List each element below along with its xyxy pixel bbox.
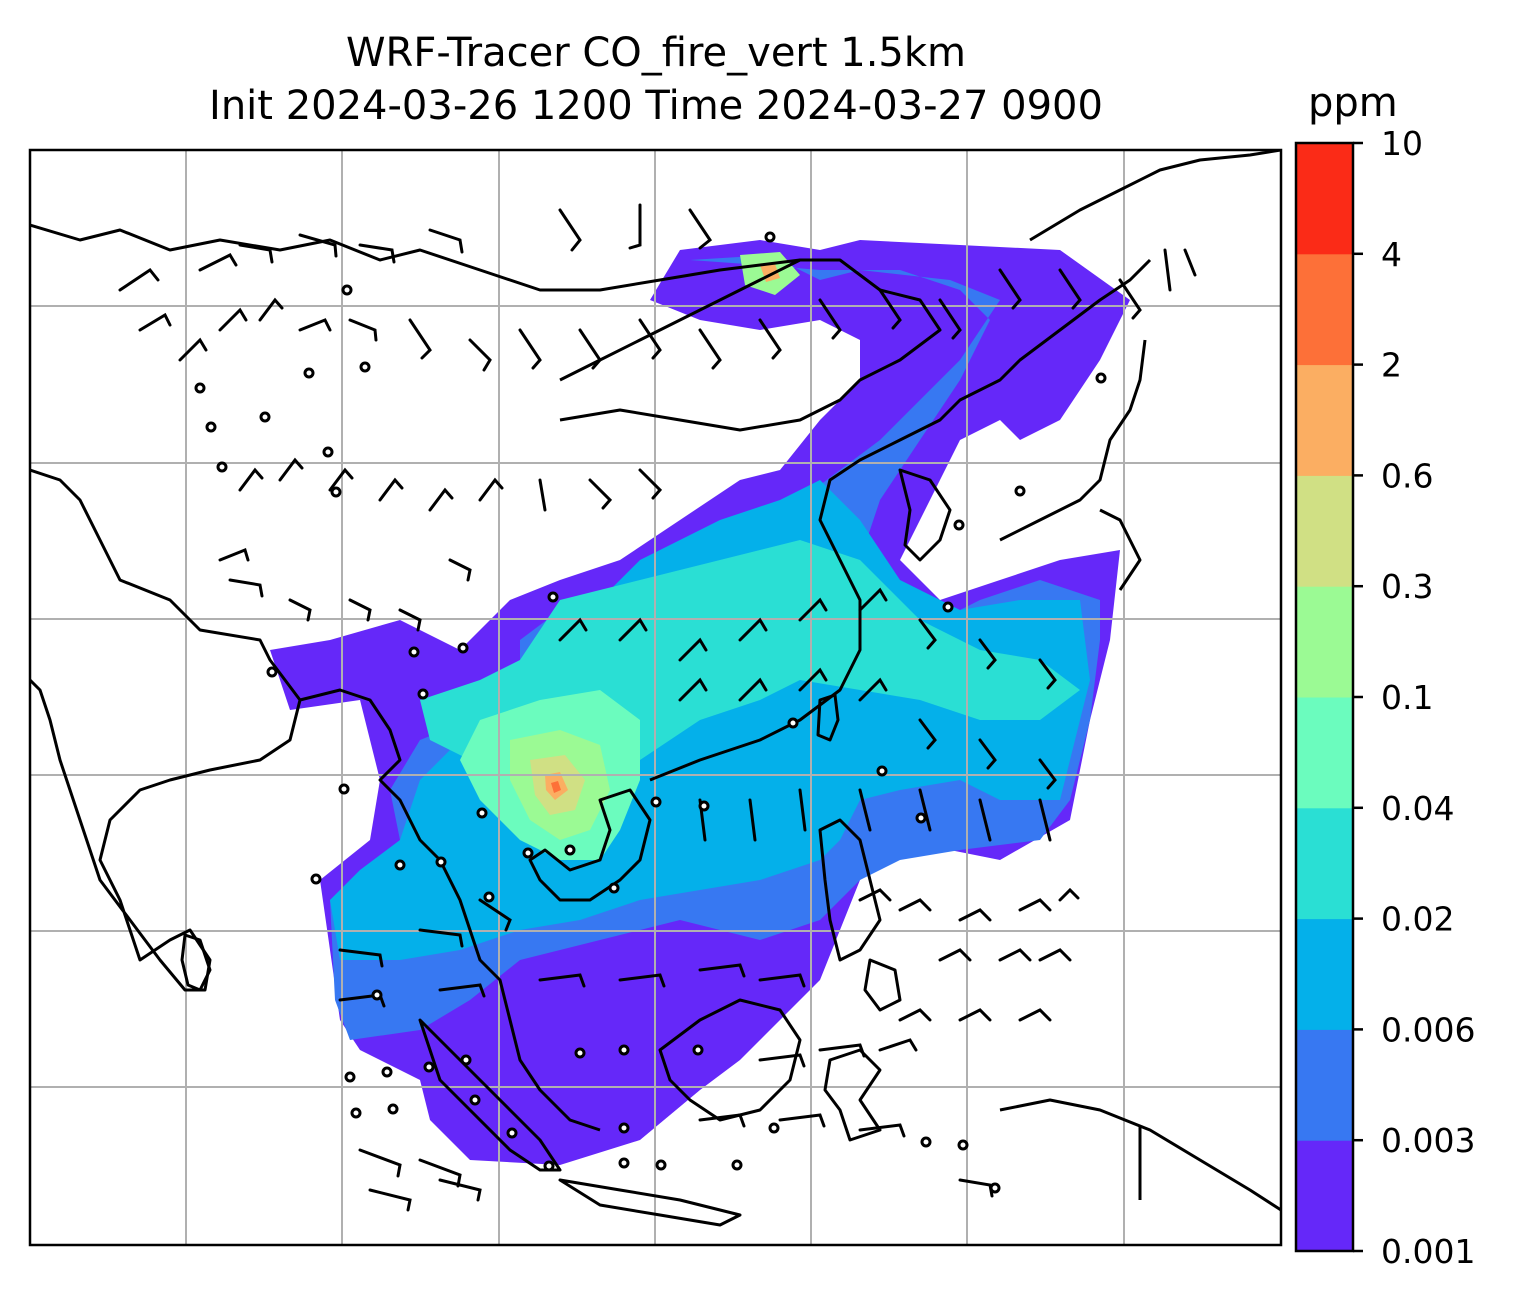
colorbar-segment (1296, 253, 1353, 366)
taiwan-island (816, 693, 840, 742)
map-title-line1: WRF-Tracer CO_fire_vert 1.5km (345, 30, 967, 76)
map-title-line2: Init 2024-03-26 1200 Time 2024-03-27 090… (209, 83, 1103, 129)
map-frame (28, 148, 1283, 1247)
colorbar-tick-label: 0.04 (1381, 789, 1454, 828)
india-coastline (30, 468, 302, 992)
colorbar-segment (1296, 697, 1353, 809)
coastlines-borders (30, 150, 1281, 1227)
colorbar-segment (1296, 586, 1353, 698)
indochina-coast (528, 788, 652, 902)
calm-wind-markers (194, 231, 1107, 1194)
japan-islands (999, 339, 1147, 591)
sea-of-okhotsk-coast (1029, 150, 1281, 242)
co-tracer-fill (270, 240, 1130, 1165)
map-gridlines (30, 150, 1281, 1245)
colorbar-segments (1296, 143, 1353, 1252)
colorbar-unit-label: ppm (1308, 80, 1398, 126)
colorbar: 0.001 0.003 0.006 0.02 0.04 0.1 0.3 0.6 2 4 10 (1294, 124, 1475, 1271)
colorbar-segment (1296, 1029, 1353, 1141)
colorbar-tick-label: 2 (1381, 346, 1402, 385)
korea-peninsula (898, 468, 952, 562)
russia-border (30, 223, 801, 292)
colorbar-segment (1296, 143, 1353, 255)
colorbar-tick-label: 0.02 (1381, 900, 1454, 939)
colorbar-tick-label: 0.1 (1381, 678, 1433, 717)
map-panel (30, 150, 1281, 1245)
colorbar-tick-label: 0.003 (1381, 1121, 1475, 1160)
colorbar-segment (1296, 918, 1353, 1030)
borneo-island (658, 998, 802, 1122)
colorbar-tick-label: 10 (1381, 124, 1423, 163)
colorbar-segment (1296, 364, 1353, 476)
colorbar-tick-label: 0.001 (1381, 1232, 1475, 1271)
colorbar-tick-label: 0.3 (1381, 567, 1433, 606)
colorbar-tick-label: 4 (1381, 235, 1402, 274)
sumatra-island (418, 1018, 562, 1172)
colorbar-segment (1296, 1140, 1353, 1252)
tracer-band-2 (551, 781, 561, 793)
mongolia-border (559, 258, 942, 432)
sri-lanka-island (180, 933, 212, 992)
wind-barbs (118, 203, 1197, 1212)
colorbar-tick-label: 0.6 (1381, 456, 1433, 495)
colorbar-segment (1296, 807, 1353, 920)
colorbar-ticks: 0.001 0.003 0.006 0.02 0.04 0.1 0.3 0.6 2 4 10 (1353, 124, 1475, 1271)
philippines-islands (818, 818, 902, 1012)
sulawesi-island (823, 1048, 882, 1142)
new-guinea-island (999, 1098, 1281, 1212)
colorbar-tick-label: 0.006 (1381, 1010, 1475, 1049)
java-island (558, 1178, 742, 1227)
colorbar-segment (1296, 475, 1353, 587)
china-coast (649, 258, 1152, 782)
